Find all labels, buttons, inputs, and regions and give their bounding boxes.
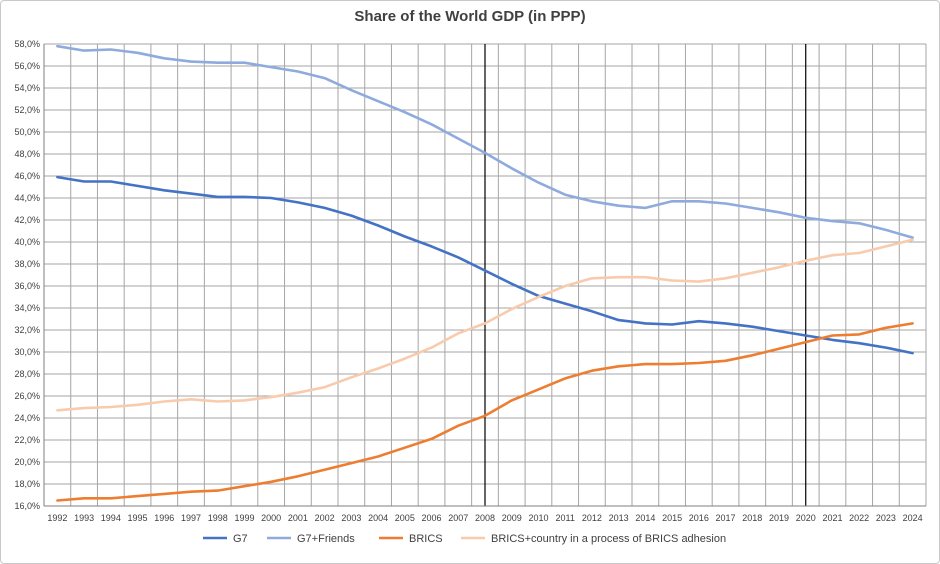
y-tick-label: 22,0% (14, 435, 40, 445)
legend-item: BRICS+country in a process of BRICS adhe… (461, 533, 726, 545)
series-line (56, 44, 914, 239)
y-tick-label: 46,0% (14, 171, 40, 181)
y-tick-label: 18,0% (14, 479, 40, 489)
legend-label: BRICS (409, 533, 443, 545)
x-tick-label: 2012 (582, 513, 602, 523)
y-tick-label: 44,0% (14, 193, 40, 203)
y-tick-label: 26,0% (14, 391, 40, 401)
x-tick-label: 1998 (208, 513, 228, 523)
y-tick-label: 20,0% (14, 457, 40, 467)
series-line (56, 322, 914, 502)
x-tick-label: 1993 (74, 513, 94, 523)
legend-label: G7 (233, 533, 248, 545)
x-tick-label: 2015 (662, 513, 682, 523)
y-tick-label: 16,0% (14, 501, 40, 511)
x-tick-label: 1996 (154, 513, 174, 523)
legend: G7 G7+Friends BRICS BRICS+country in a proc… (203, 533, 726, 545)
x-axis-tick-labels: 1992 1993 1994 1995 1996 1997 1998 1999 2000 2001… (47, 513, 922, 523)
y-tick-label: 36,0% (14, 281, 40, 291)
x-tick-label: 2002 (315, 513, 335, 523)
x-tick-label: 2017 (716, 513, 736, 523)
legend-label: BRICS+country in a process of BRICS adhe… (491, 533, 726, 545)
y-tick-label: 40,0% (14, 237, 40, 247)
x-tick-label: 2023 (876, 513, 896, 523)
y-tick-label: 24,0% (14, 413, 40, 423)
x-tick-label: 2024 (903, 513, 923, 523)
x-tick-label: 2019 (769, 513, 789, 523)
series-line (56, 238, 914, 412)
x-tick-label: 1999 (234, 513, 254, 523)
x-tick-label: 2004 (368, 513, 388, 523)
x-tick-label: 2010 (528, 513, 548, 523)
series-line (56, 175, 914, 355)
x-tick-label: 2009 (502, 513, 522, 523)
y-tick-label: 38,0% (14, 259, 40, 269)
chart-title: Share of the World GDP (in PPP) (354, 8, 586, 25)
x-tick-label: 1997 (181, 513, 201, 523)
x-tick-label: 2000 (261, 513, 281, 523)
x-tick-label: 2006 (422, 513, 442, 523)
legend-item: G7 (203, 533, 248, 545)
legend-label: G7+Friends (297, 533, 355, 545)
y-tick-label: 52,0% (14, 105, 40, 115)
x-tick-label: 1995 (128, 513, 148, 523)
series-lines (56, 44, 914, 502)
y-tick-label: 28,0% (14, 369, 40, 379)
x-tick-label: 2022 (849, 513, 869, 523)
x-tick-label: 1994 (101, 513, 121, 523)
y-tick-label: 34,0% (14, 303, 40, 313)
y-axis-tick-labels: 16,0% 18,0% 20,0% 22,0% 24,0% 26,0% 28,0% 30,0%… (14, 39, 40, 511)
legend-item: G7+Friends (267, 533, 355, 545)
y-tick-label: 32,0% (14, 325, 40, 335)
x-tick-label: 2007 (448, 513, 468, 523)
x-tick-label: 2001 (288, 513, 308, 523)
x-tick-label: 2005 (395, 513, 415, 523)
vertical-markers (484, 44, 807, 506)
x-tick-label: 2020 (796, 513, 816, 523)
y-tick-label: 48,0% (14, 149, 40, 159)
x-tick-label: 2014 (635, 513, 655, 523)
x-tick-label: 1992 (47, 513, 67, 523)
x-tick-label: 2003 (341, 513, 361, 523)
x-tick-label: 2008 (475, 513, 495, 523)
y-tick-label: 54,0% (14, 83, 40, 93)
y-tick-label: 58,0% (14, 39, 40, 49)
y-tick-label: 30,0% (14, 347, 40, 357)
legend-item: BRICS (379, 533, 443, 545)
axes (43, 44, 926, 507)
x-tick-label: 2016 (689, 513, 709, 523)
x-tick-label: 2021 (822, 513, 842, 523)
y-tick-label: 42,0% (14, 215, 40, 225)
x-tick-label: 2018 (742, 513, 762, 523)
x-tick-label: 2013 (609, 513, 629, 523)
x-tick-label: 2011 (556, 513, 575, 523)
y-tick-label: 50,0% (14, 127, 40, 137)
y-tick-label: 56,0% (14, 61, 40, 71)
